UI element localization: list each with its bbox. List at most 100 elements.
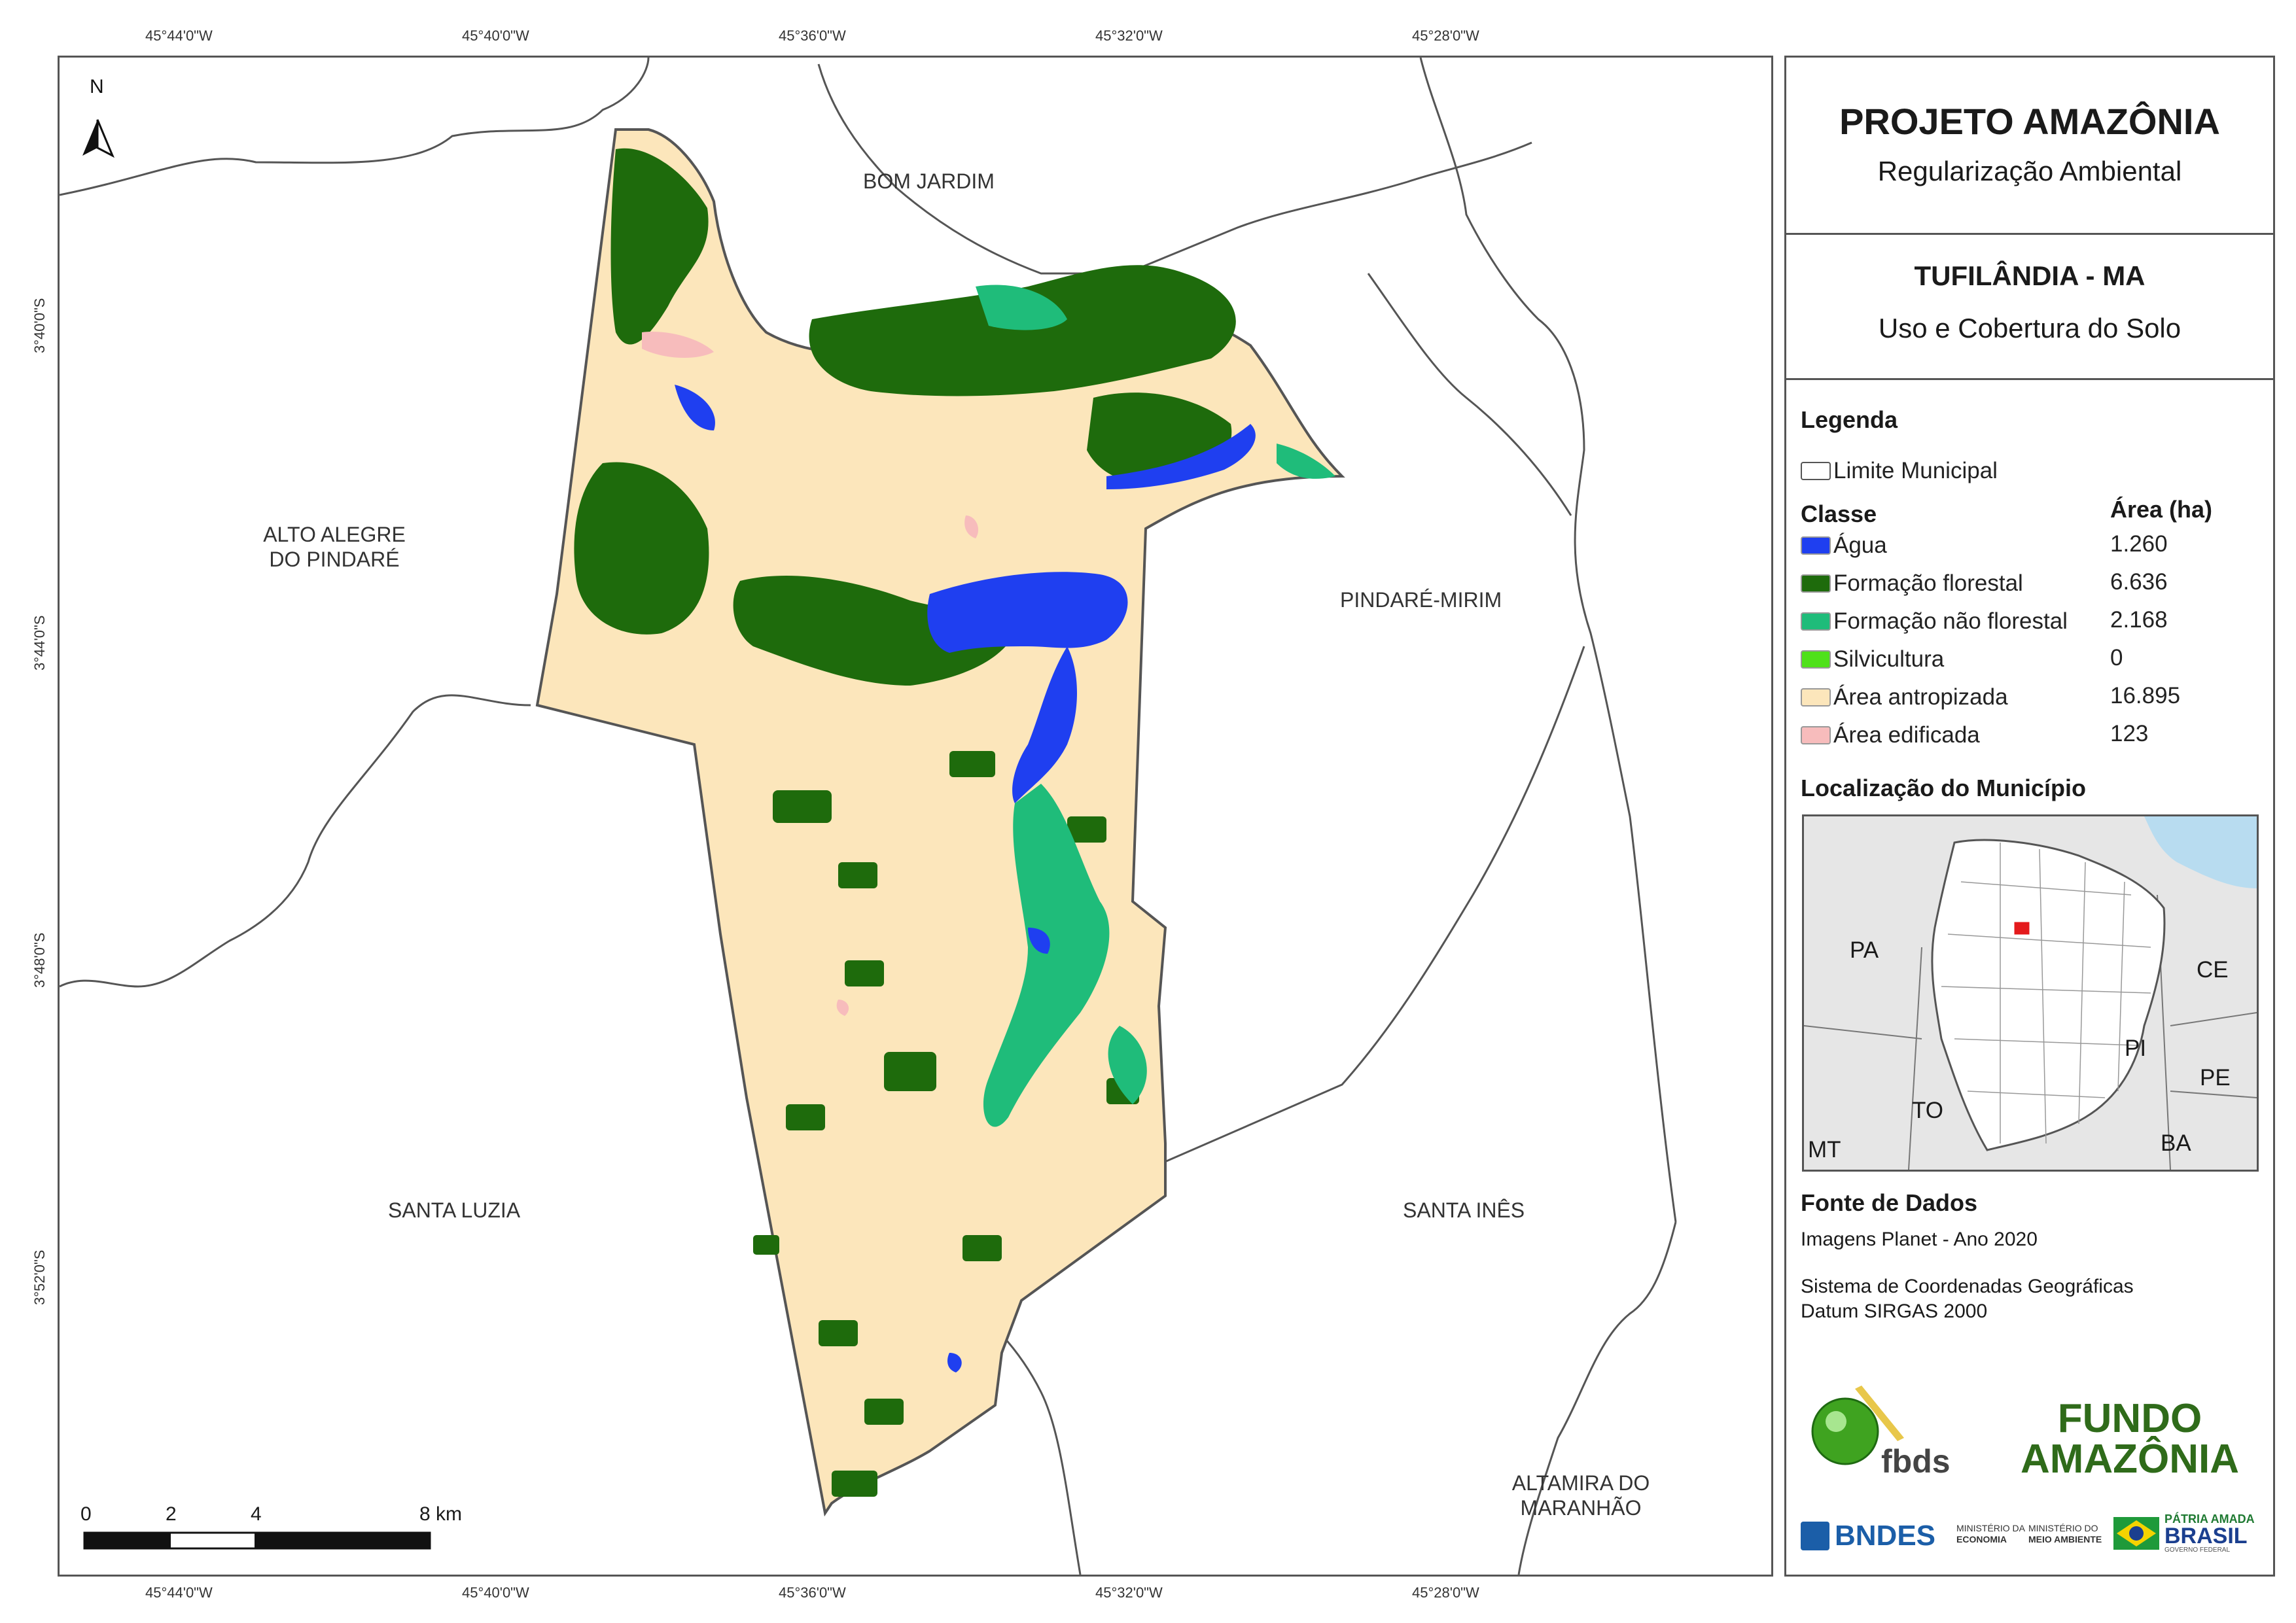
coord-left-4: 3°52'0"S [31, 1249, 48, 1305]
min-ambiente-line2: MEIO AMBIENTE [2028, 1533, 2102, 1544]
coord-bottom-1: 45°44'0"W [145, 1584, 213, 1601]
swatch-agua [1801, 536, 1831, 555]
location-title: Localização do Município [1801, 775, 2087, 801]
label-santa-ines: SANTA INÊS [1403, 1198, 1525, 1222]
crs-line-1: Sistema de Coordenadas Geográficas [1801, 1276, 2134, 1297]
class-area-formacao-nao-florestal: 2.168 [2110, 607, 2168, 633]
label-alto-alegre: ALTO ALEGRE DO PINDARÉ [243, 522, 426, 572]
scale-label-4: 4 [251, 1503, 262, 1525]
legend-class-formacao-florestal: Formação florestal [1801, 569, 2023, 598]
tufilandia-municipality [535, 128, 1345, 1517]
crs-line-2: Datum SIRGAS 2000 [1801, 1300, 1988, 1322]
swatch-silvicultura [1801, 650, 1831, 669]
inset-label-mt: MT [1808, 1137, 1841, 1162]
fbds-logo: fbds [1806, 1382, 1983, 1480]
brasil-flag-icon [2113, 1517, 2159, 1550]
label-bom-jardim: BOM JARDIM [863, 169, 995, 193]
boundary-swatch [1801, 462, 1831, 480]
label-altamira: ALTAMIRA DO MARANHÃO [1489, 1471, 1672, 1521]
legend-class-area-edificada: Área edificada [1801, 721, 1980, 750]
swatch-area-edificada [1801, 726, 1831, 744]
sources-title: Fonte de Dados [1801, 1189, 1978, 1216]
fbds-text: fbds [1881, 1443, 1951, 1480]
place-title: TUFILÂNDIA - MA [1914, 260, 2146, 291]
class-header: Classe [1801, 500, 1877, 527]
class-label-formacao-nao-florestal: Formação não florestal [1833, 608, 2068, 634]
class-label-area-antropizada: Área antropizada [1833, 684, 2008, 710]
coord-left-3: 3°48'0"S [31, 932, 48, 988]
location-inset-map: PA CE PI PE TO BA MT [1802, 814, 2259, 1172]
swatch-formacao-florestal [1801, 574, 1831, 593]
separator [1786, 233, 2273, 235]
class-area-silvicultura: 0 [2110, 645, 2123, 671]
bndes-logo: BNDES [1801, 1520, 1935, 1552]
patria-amada-text: PÁTRIA AMADA BRASIL GOVERNO FEDERAL [2164, 1513, 2255, 1554]
legend-class-silvicultura: Silvicultura [1801, 645, 1944, 674]
ministerio-meio-ambiente-logo: MINISTÉRIO DO MEIO AMBIENTE [2028, 1523, 2102, 1545]
separator [1786, 378, 2273, 380]
inset-map-canvas [1804, 816, 2257, 1170]
swatch-area-antropizada [1801, 688, 1831, 707]
class-label-agua: Água [1833, 532, 1887, 558]
class-area-area-antropizada: 16.895 [2110, 683, 2181, 708]
coord-top-1: 45°44'0"W [145, 27, 213, 44]
location-marker-icon [2012, 920, 2032, 937]
side-panel: PROJETO AMAZÔNIA Regularização Ambiental… [1784, 56, 2275, 1577]
coord-top-3: 45°36'0"W [779, 27, 846, 44]
scale-label-8: 8 km [419, 1503, 463, 1525]
patria-line3: GOVERNO FEDERAL [2164, 1546, 2231, 1554]
min-ambiente-line1: MINISTÉRIO DO [2028, 1523, 2098, 1533]
coord-left-1: 3°40'0"S [31, 298, 48, 353]
label-altamira-line1: ALTAMIRA DO [1511, 1471, 1650, 1495]
fundo-amazonia-logo: FUNDO AMAZÔNIA [1996, 1399, 2264, 1480]
min-economia-line1: MINISTÉRIO DA [1956, 1523, 2026, 1533]
label-altamira-line2: MARANHÃO [1520, 1496, 1642, 1520]
place-subtitle: Uso e Cobertura do Solo [1878, 313, 2181, 343]
patria-amada-brasil-logo: PÁTRIA AMADA BRASIL GOVERNO FEDERAL [2113, 1513, 2255, 1554]
label-alto-alegre-line1: ALTO ALEGRE [263, 523, 406, 546]
coord-bottom-2: 45°40'0"W [462, 1584, 529, 1601]
class-label-silvicultura: Silvicultura [1833, 646, 1945, 672]
fundo-text: FUNDO [2057, 1396, 2202, 1441]
boundary-label: Limite Municipal [1833, 458, 1998, 483]
class-label-area-edificada: Área edificada [1833, 722, 1980, 748]
inset-label-pa: PA [1850, 937, 1879, 963]
patria-line2: BRASIL [2164, 1524, 2248, 1548]
legend-class-area-antropizada: Área antropizada [1801, 683, 2008, 712]
patria-line1: PÁTRIA AMADA [2164, 1512, 2255, 1526]
coord-top-4: 45°32'0"W [1095, 27, 1163, 44]
coord-bottom-4: 45°32'0"W [1095, 1584, 1163, 1601]
fbds-logo-icon [1811, 1386, 1904, 1465]
swatch-formacao-nao-florestal [1801, 612, 1831, 631]
inset-label-pe: PE [2200, 1065, 2231, 1091]
inset-label-to: TO [1912, 1098, 1943, 1123]
north-arrow-icon [82, 119, 115, 158]
label-pindare-mirim: PINDARÉ-MIRIM [1340, 588, 1502, 612]
legend-boundary: Limite Municipal [1801, 457, 1998, 485]
north-label: N [90, 76, 104, 97]
class-label-formacao-florestal: Formação florestal [1833, 570, 2023, 596]
legend-class-formacao-nao-florestal: Formação não florestal [1801, 607, 2068, 636]
map-frame: N BOM JARDIM ALTO ALEGRE DO PINDARÉ PIND… [58, 56, 1773, 1577]
area-header: Área (ha) [2110, 496, 2213, 523]
class-area-area-edificada: 123 [2110, 721, 2149, 746]
legend-class-agua: Água [1801, 531, 1887, 560]
inset-label-ba: BA [2161, 1130, 2191, 1156]
coord-bottom-5: 45°28'0"W [1412, 1584, 1479, 1601]
coord-left-2: 3°44'0"S [31, 615, 48, 671]
project-subtitle: Regularização Ambiental [1877, 156, 2182, 186]
inset-label-pi: PI [2125, 1036, 2147, 1061]
bndes-icon [1801, 1522, 1829, 1550]
map-canvas [60, 58, 1677, 1575]
scale-bar [83, 1531, 431, 1550]
source-line: Imagens Planet - Ano 2020 [1801, 1229, 2038, 1250]
coord-bottom-3: 45°36'0"W [779, 1584, 846, 1601]
coord-top-2: 45°40'0"W [462, 27, 529, 44]
bndes-text: BNDES [1835, 1520, 1936, 1552]
scale-label-0: 0 [80, 1503, 92, 1525]
project-title: PROJETO AMAZÔNIA [1839, 101, 2220, 142]
ministerio-economia-logo: MINISTÉRIO DA ECONOMIA [1956, 1523, 2025, 1545]
class-area-formacao-florestal: 6.636 [2110, 569, 2168, 595]
amazonia-text: AMAZÔNIA [2020, 1437, 2240, 1482]
label-santa-luzia: SANTA LUZIA [388, 1198, 521, 1222]
